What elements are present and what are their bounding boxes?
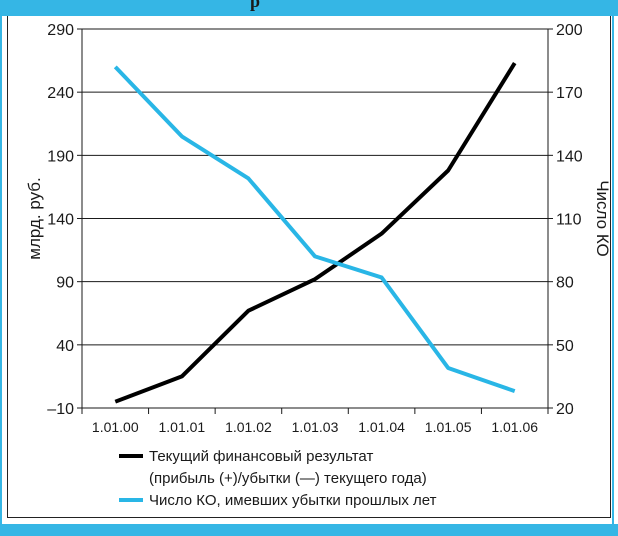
right-tick-label: 80 [556, 275, 574, 292]
left-axis-title: млрд. руб. [25, 177, 44, 259]
left-accent-rule [0, 16, 2, 524]
legend-entry-1: (прибыль (+)/убытки (—) текущего года) [149, 470, 427, 487]
x-tick-label: 1.01.02 [225, 419, 272, 435]
series-line-1 [114, 62, 517, 404]
header-band: р [0, 0, 618, 16]
chart-border [7, 16, 611, 518]
left-tick-label: 240 [47, 85, 74, 102]
x-tick-label: 1.01.03 [292, 419, 339, 435]
header-title-fragment: р [250, 0, 261, 11]
left-tick-label: –10 [47, 401, 74, 418]
series-lines [113, 62, 517, 404]
left-tick-label: 90 [56, 275, 74, 292]
left-tick-label: 290 [47, 22, 74, 39]
left-tick-label: 40 [56, 338, 74, 355]
left-tick-label: 140 [47, 212, 74, 229]
grid-lines [82, 28, 548, 409]
legend-entry-1: Текущий финансовый результат [149, 448, 373, 465]
right-accent-rule [612, 16, 614, 524]
right-tick-label: 140 [556, 148, 583, 165]
x-tick-label: 1.01.05 [425, 419, 472, 435]
right-tick-label: 170 [556, 85, 583, 102]
x-tick-label: 1.01.00 [92, 419, 139, 435]
legend-entry-2: Число КО, имевших убытки прошлых лет [149, 492, 437, 509]
series-line-2 [113, 65, 516, 394]
right-tick-label: 200 [556, 22, 583, 39]
left-tick-label: 190 [47, 148, 74, 165]
right-tick-label: 50 [556, 338, 574, 355]
x-tick-label: 1.01.06 [491, 419, 538, 435]
legend: Текущий финансовый результат (прибыль (+)… [119, 448, 437, 509]
x-tick-label: 1.01.04 [358, 419, 405, 435]
right-tick-label: 110 [556, 212, 582, 229]
footer-band [0, 524, 618, 536]
right-tick-label: 20 [556, 401, 574, 418]
x-tick-label: 1.01.01 [158, 419, 205, 435]
right-axis-title: Число КО [593, 180, 612, 257]
axes: –10 20 40 50 90 80 140 110 190 140 240 170 290 200 1.0… [25, 22, 612, 435]
